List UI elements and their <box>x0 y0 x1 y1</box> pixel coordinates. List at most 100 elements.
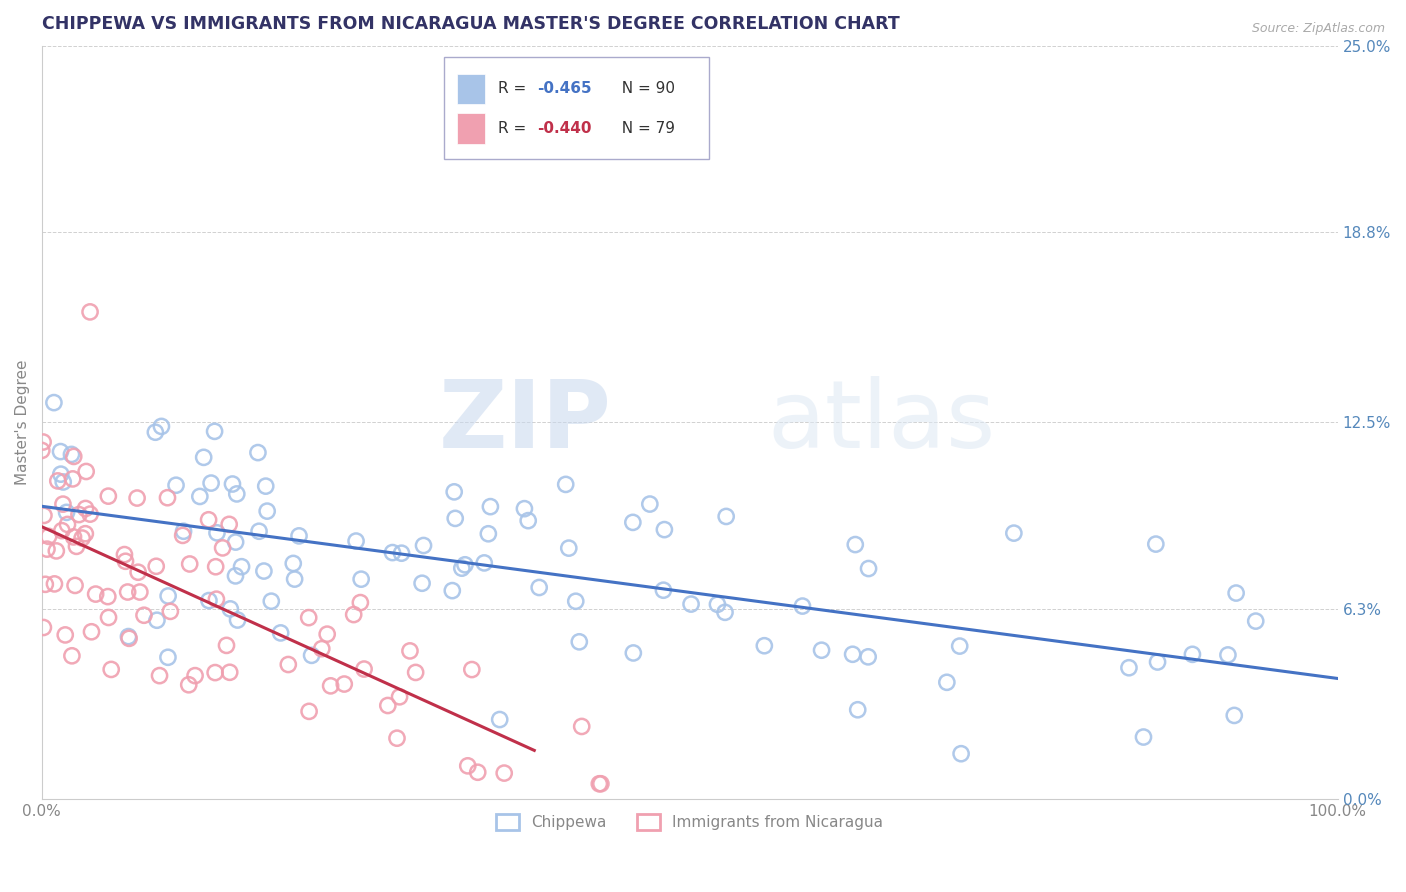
Point <box>517 514 540 528</box>
Point <box>188 490 211 504</box>
Point <box>457 759 479 773</box>
Point <box>385 731 408 746</box>
Point <box>62 450 84 464</box>
Point <box>197 513 219 527</box>
Point <box>67 508 90 522</box>
Point <box>46 474 69 488</box>
Point <box>172 528 194 542</box>
Point <box>49 467 72 482</box>
Point <box>588 777 610 791</box>
Point <box>270 626 292 640</box>
Point <box>856 649 879 664</box>
Point <box>225 535 247 549</box>
Point <box>34 577 56 591</box>
Point <box>288 529 311 543</box>
Point <box>97 610 120 624</box>
Point <box>114 548 136 562</box>
Point <box>247 524 270 539</box>
Point <box>494 766 516 780</box>
Point <box>117 585 139 599</box>
Point <box>70 531 93 545</box>
Point <box>477 526 499 541</box>
Point <box>38 529 60 543</box>
Point <box>388 690 411 704</box>
Point <box>333 677 356 691</box>
Point <box>479 500 502 514</box>
Point <box>319 679 342 693</box>
Point <box>846 703 869 717</box>
Point <box>156 491 179 505</box>
Point <box>179 557 201 571</box>
Point <box>301 648 323 663</box>
Point <box>254 479 277 493</box>
Point <box>246 445 269 459</box>
Point <box>1244 614 1267 628</box>
Point <box>62 472 84 486</box>
Point <box>412 539 434 553</box>
Point <box>284 572 307 586</box>
Point <box>1118 661 1140 675</box>
Point <box>450 561 472 575</box>
Point <box>177 678 200 692</box>
Point <box>75 465 97 479</box>
Point <box>221 477 243 491</box>
Point <box>150 419 173 434</box>
Point <box>298 704 321 718</box>
Point <box>205 525 228 540</box>
Point <box>472 556 495 570</box>
Point <box>53 628 76 642</box>
Point <box>231 559 253 574</box>
Point <box>1216 648 1239 662</box>
Point <box>32 508 55 523</box>
Point <box>211 541 233 555</box>
Point <box>51 524 73 538</box>
Point <box>55 505 77 519</box>
Point <box>100 662 122 676</box>
Point <box>32 435 55 450</box>
Text: N = 79: N = 79 <box>612 121 675 136</box>
Point <box>1146 655 1168 669</box>
Point <box>1144 537 1167 551</box>
Y-axis label: Master's Degree: Master's Degree <box>15 359 30 485</box>
Point <box>215 639 238 653</box>
Point <box>1181 648 1204 662</box>
Point <box>344 534 367 549</box>
Point <box>810 643 832 657</box>
Point <box>184 668 207 682</box>
Point <box>411 576 433 591</box>
Point <box>97 489 120 503</box>
Point <box>173 524 195 539</box>
Point <box>128 585 150 599</box>
Point <box>454 558 477 572</box>
Point <box>443 484 465 499</box>
Point <box>706 597 728 611</box>
Point <box>35 542 58 557</box>
Point <box>256 504 278 518</box>
Point <box>45 544 67 558</box>
Point <box>156 650 179 665</box>
Point <box>219 602 242 616</box>
Point <box>441 583 464 598</box>
Point <box>527 581 550 595</box>
Point <box>399 644 422 658</box>
Point <box>226 613 249 627</box>
Point <box>127 491 149 505</box>
Point <box>204 559 226 574</box>
Point <box>841 647 863 661</box>
Point <box>260 594 283 608</box>
Point <box>714 509 737 524</box>
Point <box>79 305 101 319</box>
Point <box>405 665 427 680</box>
Point <box>652 583 675 598</box>
Point <box>56 517 79 532</box>
Point <box>589 777 612 791</box>
Point <box>145 559 167 574</box>
Point <box>132 608 155 623</box>
Point <box>159 604 181 618</box>
Point <box>488 713 510 727</box>
Point <box>52 475 75 489</box>
Point <box>467 765 489 780</box>
Point <box>858 561 880 575</box>
Point <box>157 589 180 603</box>
Point <box>298 610 321 624</box>
